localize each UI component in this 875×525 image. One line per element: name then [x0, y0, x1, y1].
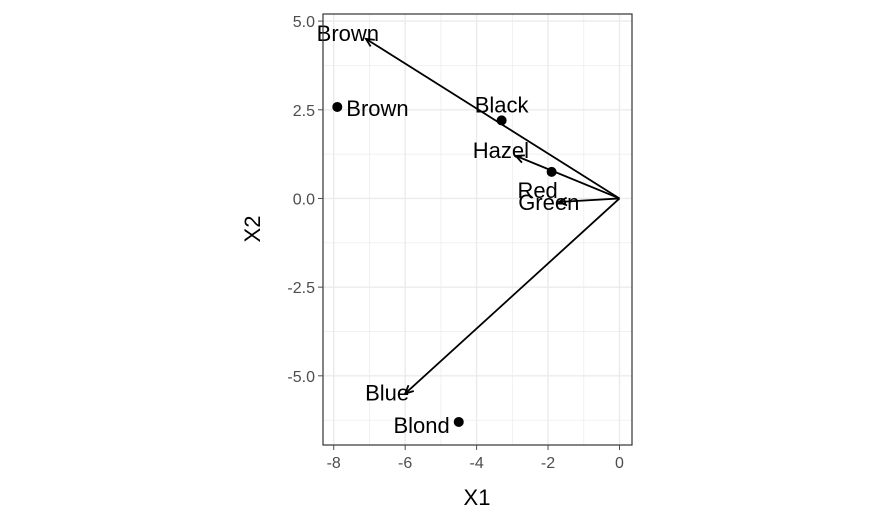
vector-arrow-brown: [365, 38, 620, 200]
y-tick-label: 2.5: [293, 103, 315, 120]
x-tick-label: 0: [615, 455, 624, 472]
x-tick-label: -8: [327, 455, 341, 472]
x-axis-title: X1: [464, 485, 491, 510]
y-tick-label: 5.0: [293, 14, 315, 31]
vector-label-blue: Blue: [365, 381, 409, 406]
data-points: [332, 101, 557, 427]
point-label-red: Red: [517, 178, 557, 203]
vector-arrowhead-hazel: [513, 154, 525, 164]
vector-label-green: Green: [518, 190, 579, 215]
x-tick-label: -4: [469, 455, 483, 472]
x-tick-label: -2: [541, 455, 555, 472]
panel-border: [322, 13, 633, 446]
vector-arrow-green: [558, 197, 620, 203]
vector-arrow-hazel: [515, 155, 620, 200]
vector-arrows: [364, 37, 621, 395]
point-label-black: Black: [475, 92, 530, 117]
y-axis-title: X2: [240, 216, 265, 243]
major-gridlines: [323, 14, 632, 445]
vector-arrow-blue: [404, 197, 621, 395]
x-axis: -8 -6 -4 -2 0: [327, 445, 624, 472]
y-tick-label: -2.5: [287, 280, 315, 297]
panel-background: [323, 14, 632, 445]
x-tick-label: -6: [398, 455, 412, 472]
point-red: [546, 166, 557, 177]
point-blond: [453, 416, 464, 427]
y-tick-label: 0.0: [293, 191, 315, 208]
vector-arrowhead-brown: [364, 37, 375, 47]
point-black: [496, 115, 507, 126]
minor-gridlines: [323, 14, 632, 445]
point-brown: [332, 101, 343, 112]
vector-arrowhead-green: [556, 196, 568, 207]
point-label-blond: Blond: [393, 413, 449, 438]
mark-labels: Brown Black Red Blond Brown Hazel Green Blue: [317, 21, 580, 438]
vector-label-hazel: Hazel: [473, 138, 529, 163]
point-label-brown: Brown: [346, 96, 408, 121]
vector-label-brown: Brown: [317, 21, 379, 46]
y-tick-label: -5.0: [287, 369, 315, 386]
vector-arrowhead-blue: [403, 384, 415, 395]
y-axis: 5.0 2.5 0.0 -2.5 -5.0: [287, 14, 323, 386]
